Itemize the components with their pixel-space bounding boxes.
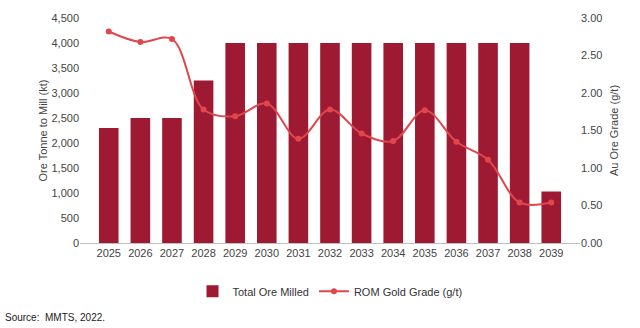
svg-text:2.00: 2.00: [581, 87, 602, 99]
svg-text:2030: 2030: [255, 247, 279, 259]
svg-text:ROM Gold Grade (g/t): ROM Gold Grade (g/t): [354, 286, 462, 298]
svg-text:1.00: 1.00: [581, 162, 602, 174]
svg-text:1,000: 1,000: [51, 187, 79, 199]
svg-text:2037: 2037: [476, 247, 500, 259]
svg-text:1,500: 1,500: [51, 162, 79, 174]
svg-text:2025: 2025: [97, 247, 121, 259]
svg-text:4,500: 4,500: [51, 12, 79, 24]
svg-text:Au Ore Grade (g/t): Au Ore Grade (g/t): [608, 85, 620, 176]
svg-text:Total Ore Milled: Total Ore Milled: [233, 286, 309, 298]
svg-text:3,000: 3,000: [51, 87, 79, 99]
svg-text:2035: 2035: [413, 247, 437, 259]
svg-text:0: 0: [73, 237, 79, 249]
svg-text:Ore Tonne to Mill (kt): Ore Tonne to Mill (kt): [37, 80, 49, 182]
svg-text:2033: 2033: [349, 247, 373, 259]
svg-text:4,000: 4,000: [51, 37, 79, 49]
svg-text:3.00: 3.00: [581, 12, 602, 24]
svg-text:0.50: 0.50: [581, 199, 602, 211]
svg-text:2032: 2032: [318, 247, 342, 259]
svg-text:1.50: 1.50: [581, 124, 602, 136]
svg-text:2,500: 2,500: [51, 112, 79, 124]
svg-text:2026: 2026: [128, 247, 152, 259]
svg-text:3,500: 3,500: [51, 62, 79, 74]
svg-text:2,000: 2,000: [51, 137, 79, 149]
svg-text:2034: 2034: [381, 247, 405, 259]
svg-text:2027: 2027: [160, 247, 184, 259]
svg-text:500: 500: [61, 212, 79, 224]
svg-text:2031: 2031: [286, 247, 310, 259]
svg-text:2.50: 2.50: [581, 49, 602, 61]
svg-text:0.00: 0.00: [581, 237, 602, 249]
svg-text:2039: 2039: [539, 247, 563, 259]
svg-text:2029: 2029: [223, 247, 247, 259]
svg-text:2036: 2036: [444, 247, 468, 259]
svg-text:Source: MMTS, 2022.: Source: MMTS, 2022.: [5, 312, 105, 323]
svg-text:2038: 2038: [507, 247, 531, 259]
svg-text:2028: 2028: [191, 247, 215, 259]
